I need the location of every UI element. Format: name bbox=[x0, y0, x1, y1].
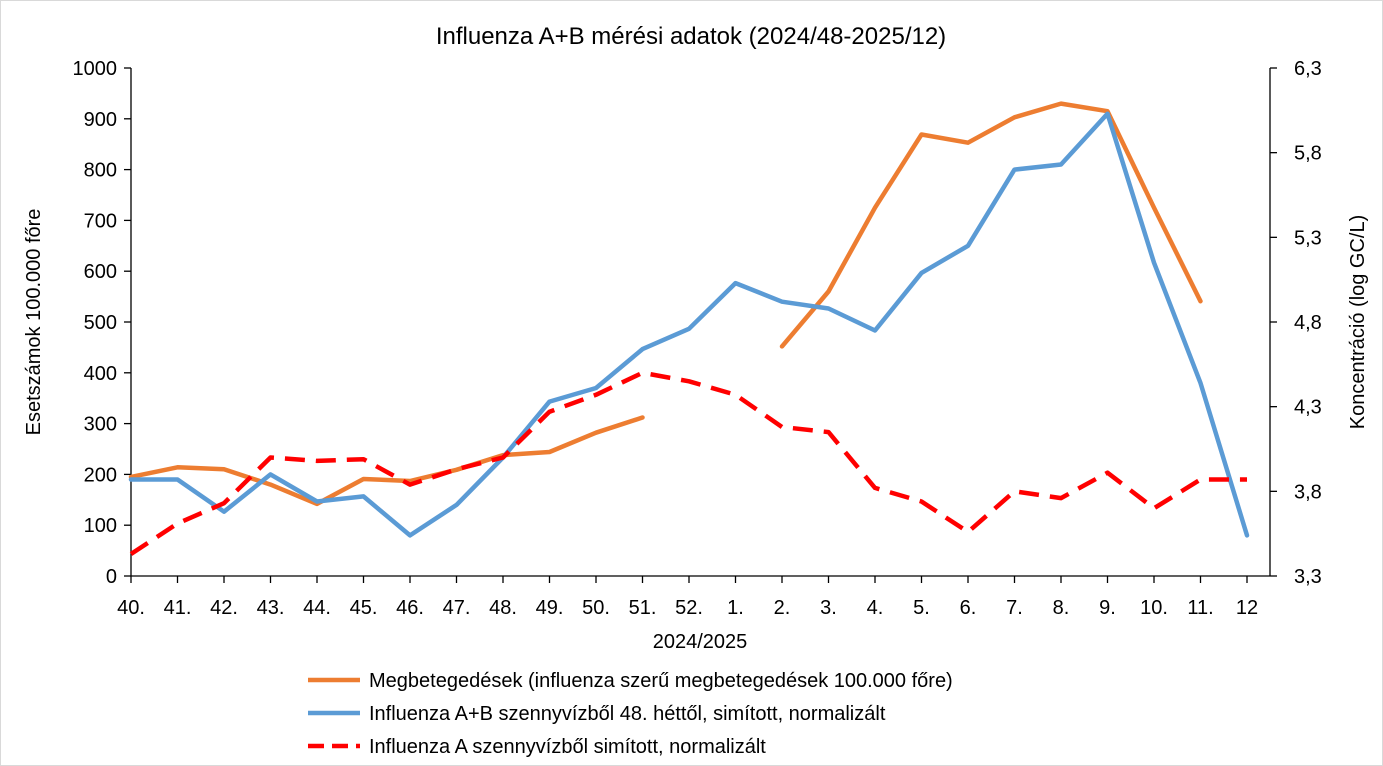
series-3 bbox=[129, 370, 1248, 556]
x-tick-label: 45. bbox=[350, 597, 378, 619]
legend-label: Megbetegedések (influenza szerű megbeteg… bbox=[369, 670, 953, 692]
left-y-tick-label: 600 bbox=[84, 261, 117, 283]
series-line bbox=[128, 415, 645, 507]
x-tick-label: 52. bbox=[675, 597, 703, 619]
chart-title: Influenza A+B mérési adatok (2024/48-202… bbox=[436, 23, 946, 50]
right-y-ticks: 3,3 3,8 4,3 4,8 5,3 5,8 6,3 bbox=[1270, 58, 1322, 588]
y2-axis-label: Koncentráció (log GC/L) bbox=[1347, 215, 1369, 430]
right-y-tick-label: 3,3 bbox=[1294, 566, 1322, 588]
left-y-tick-label: 0 bbox=[106, 566, 117, 588]
right-y-tick-label: 5,8 bbox=[1294, 143, 1322, 165]
x-tick-label: 44. bbox=[303, 597, 331, 619]
left-y-ticks: 0 100 200 300 400 500 600 700 800 900 1000 bbox=[73, 58, 131, 588]
x-tick-label: 48. bbox=[489, 597, 517, 619]
left-y-tick-label: 800 bbox=[84, 160, 117, 182]
right-y-tick-label: 4,8 bbox=[1294, 312, 1322, 334]
y-axis-label: Esetszámok 100.000 főre bbox=[23, 209, 45, 436]
x-tick-label: 1. bbox=[727, 597, 744, 619]
x-tick-label: 42. bbox=[210, 597, 238, 619]
x-tick-label: 12 bbox=[1236, 597, 1258, 619]
left-y-tick-label: 700 bbox=[84, 210, 117, 232]
left-y-tick-label: 1000 bbox=[73, 58, 118, 80]
x-tick-label: 50. bbox=[582, 597, 610, 619]
series-line bbox=[779, 101, 1203, 349]
right-y-tick-label: 4,3 bbox=[1294, 397, 1322, 419]
legend: Megbetegedések (influenza szerű megbeteg… bbox=[308, 670, 953, 758]
x-tick-label: 9. bbox=[1099, 597, 1116, 619]
x-tick-label: 51. bbox=[629, 597, 657, 619]
x-tick-label: 8. bbox=[1053, 597, 1070, 619]
x-tick-label: 41. bbox=[164, 597, 192, 619]
left-y-tick-label: 100 bbox=[84, 515, 117, 537]
left-y-tick-label: 500 bbox=[84, 312, 117, 334]
left-y-tick-label: 400 bbox=[84, 363, 117, 385]
x-tick-label: 49. bbox=[536, 597, 564, 619]
x-tick-label: 2. bbox=[774, 597, 791, 619]
x-tick-label: 46. bbox=[396, 597, 424, 619]
x-tick-label: 47. bbox=[443, 597, 471, 619]
x-axis-label: 2024/2025 bbox=[653, 631, 748, 653]
right-y-tick-label: 6,3 bbox=[1294, 58, 1322, 80]
x-tick-label: 11. bbox=[1187, 597, 1213, 619]
series-group bbox=[128, 101, 1250, 556]
right-y-tick-label: 3,8 bbox=[1294, 481, 1322, 503]
x-ticks: 40. 41. 42. 43. 44. 45. 46. 47. 48. 49. 50. 51. 52. 1… bbox=[117, 576, 1258, 619]
right-y-tick-label: 5,3 bbox=[1294, 227, 1322, 249]
x-tick-label: 5. bbox=[913, 597, 930, 619]
x-tick-label: 4. bbox=[867, 597, 884, 619]
x-tick-label: 3. bbox=[820, 597, 837, 619]
left-y-tick-label: 300 bbox=[84, 414, 117, 436]
legend-label: Influenza A+B szennyvízből 48. héttől, s… bbox=[369, 703, 886, 725]
x-tick-label: 7. bbox=[1006, 597, 1023, 619]
left-y-tick-label: 900 bbox=[84, 109, 117, 131]
x-tick-label: 6. bbox=[960, 597, 977, 619]
legend-label: Influenza A szennyvízből simított, norma… bbox=[369, 736, 766, 758]
x-tick-label: 40. bbox=[117, 597, 145, 619]
x-tick-label: 43. bbox=[257, 597, 285, 619]
x-tick-label: 10. bbox=[1140, 597, 1168, 619]
left-y-tick-label: 200 bbox=[84, 464, 117, 486]
